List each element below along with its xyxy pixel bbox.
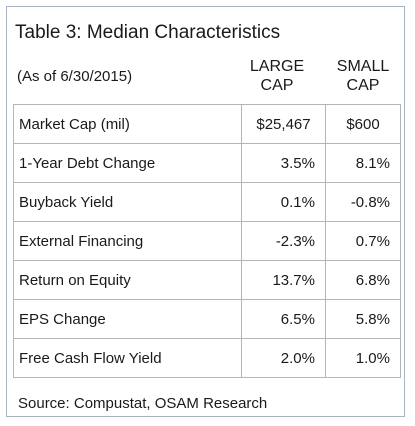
column-header-small-line2: CAP xyxy=(346,77,380,94)
row-label: Return on Equity xyxy=(13,260,242,300)
table-row: Free Cash Flow Yield 2.0% 1.0% xyxy=(13,338,401,378)
as-of-date: (As of 6/30/2015) xyxy=(17,68,133,85)
row-label: External Financing xyxy=(13,221,242,261)
small-cap-value: $600 xyxy=(325,104,401,144)
small-cap-value: 6.8% xyxy=(325,260,401,300)
large-cap-value: 2.0% xyxy=(241,338,326,378)
small-cap-value: 0.7% xyxy=(325,221,401,261)
column-header-large-line2: CAP xyxy=(260,77,294,94)
table-row: Market Cap (mil) $25,467 $600 xyxy=(13,104,401,144)
table-row: Buyback Yield 0.1% -0.8% xyxy=(13,182,401,222)
row-label: 1-Year Debt Change xyxy=(13,143,242,183)
row-label: Market Cap (mil) xyxy=(13,104,242,144)
row-label: Buyback Yield xyxy=(13,182,242,222)
large-cap-value: 0.1% xyxy=(241,182,326,222)
table-row: External Financing -2.3% 0.7% xyxy=(13,221,401,261)
column-header-large-line1: LARGE xyxy=(249,58,305,75)
large-cap-value: -2.3% xyxy=(241,221,326,261)
table-row: Return on Equity 13.7% 6.8% xyxy=(13,260,401,300)
row-label: Free Cash Flow Yield xyxy=(13,338,242,378)
characteristics-table: Market Cap (mil) $25,467 $600 1-Year Deb… xyxy=(13,104,401,378)
small-cap-value: 5.8% xyxy=(325,299,401,339)
source-note: Source: Compustat, OSAM Research xyxy=(18,395,268,412)
large-cap-value: 3.5% xyxy=(241,143,326,183)
table-frame: Table 3: Median Characteristics (As of 6… xyxy=(6,6,405,417)
table-title: Table 3: Median Characteristics xyxy=(15,22,281,43)
column-header-small-line1: SMALL xyxy=(336,58,390,75)
small-cap-value: -0.8% xyxy=(325,182,401,222)
column-header-small-cap: SMALL CAP xyxy=(323,57,403,95)
row-label: EPS Change xyxy=(13,299,242,339)
small-cap-value: 1.0% xyxy=(325,338,401,378)
large-cap-value: 13.7% xyxy=(241,260,326,300)
large-cap-value: $25,467 xyxy=(241,104,326,144)
table-row: 1-Year Debt Change 3.5% 8.1% xyxy=(13,143,401,183)
small-cap-value: 8.1% xyxy=(325,143,401,183)
column-header-large-cap: LARGE CAP xyxy=(237,57,317,95)
table-row: EPS Change 6.5% 5.8% xyxy=(13,299,401,339)
large-cap-value: 6.5% xyxy=(241,299,326,339)
